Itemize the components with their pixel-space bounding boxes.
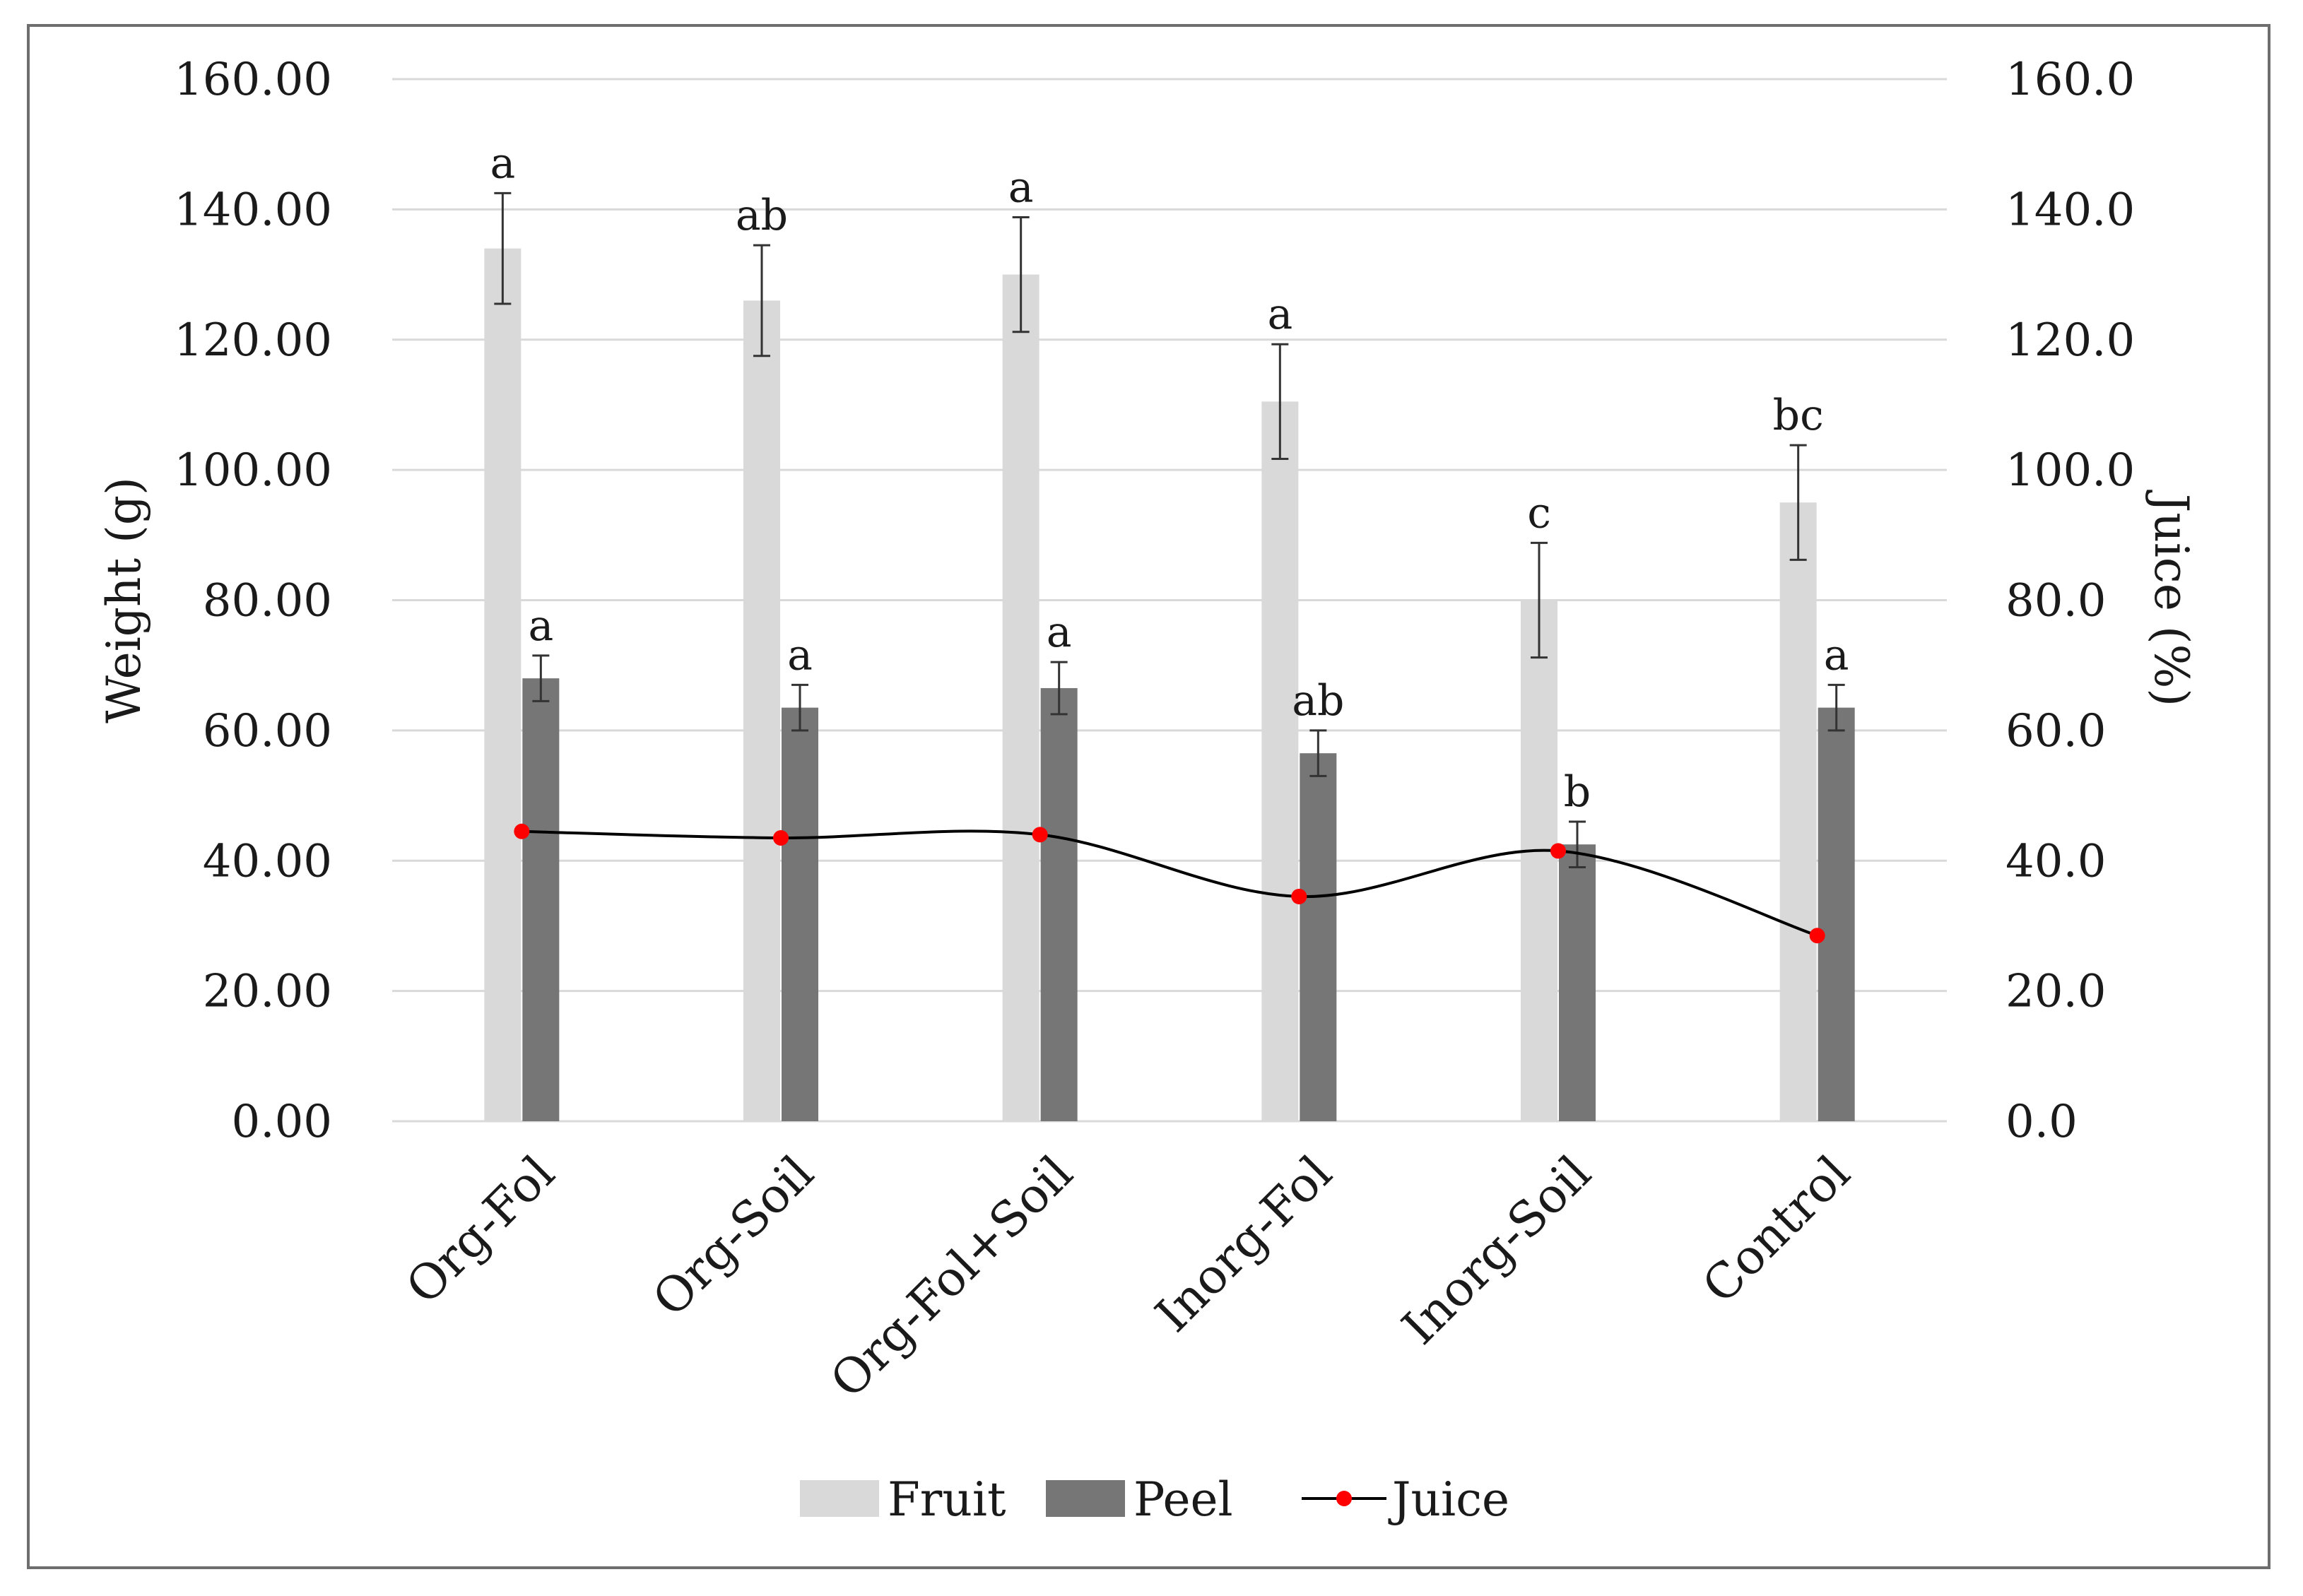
y-axis-title: Weight (g) (97, 477, 151, 723)
juice-point (1550, 843, 1566, 859)
y2-tick-label: 160.0 (2005, 54, 2135, 106)
y-tick-label: 60.00 (203, 705, 332, 757)
fruit-significance-letter: a (1008, 162, 1034, 212)
legend-swatch-peel (1046, 1480, 1125, 1517)
peel-significance-letter: a (1047, 608, 1072, 657)
peel-bar (1559, 844, 1596, 1121)
legend-swatch-fruit (800, 1480, 879, 1517)
legend-swatch-juice-marker (1336, 1491, 1352, 1506)
fruit-bar (1779, 502, 1817, 1121)
fruit-significance-letter: ab (736, 191, 788, 240)
y2-tick-label: 140.0 (2005, 184, 2135, 236)
peel-significance-letter: ab (1292, 676, 1344, 726)
y2-tick-label: 40.0 (2005, 835, 2107, 887)
peel-significance-letter: a (528, 601, 553, 651)
y-tick-label: 160.00 (174, 54, 332, 106)
line-layer (514, 823, 1825, 944)
x-category-label: Inorg-Soil (1392, 1145, 1602, 1355)
y-tick-label: 80.00 (203, 575, 332, 627)
fruit-bar (484, 248, 522, 1121)
y-tick-label: 120.00 (174, 314, 332, 367)
fruit-significance-letter: a (1267, 290, 1292, 339)
juice-line (522, 829, 1818, 938)
bars-layer (484, 248, 1855, 1121)
legend-label-juice: Juice (1388, 1472, 1509, 1527)
y2-axis-title: Juice (%) (2144, 490, 2198, 707)
fruit-significance-letter: a (490, 138, 515, 188)
peel-significance-letter: a (787, 630, 813, 680)
legend: Fruit Peel Juice (800, 1472, 1509, 1527)
juice-point (1032, 827, 1048, 843)
peel-bar (782, 707, 818, 1121)
peel-significance-letter: b (1564, 767, 1591, 817)
juice-point (1291, 888, 1307, 904)
y-tick-label: 40.00 (203, 835, 332, 887)
x-category-label: Control (1692, 1145, 1861, 1314)
y2-tick-label: 0.0 (2005, 1096, 2078, 1148)
fruit-bar (1002, 274, 1039, 1121)
peel-bar (1040, 687, 1078, 1121)
grid-layer (392, 78, 1947, 1123)
y-tick-label: 20.00 (203, 966, 332, 1018)
y2-tick-label: 60.0 (2005, 705, 2107, 757)
y2-tick-label: 120.0 (2005, 314, 2135, 367)
fruit-bar (1521, 600, 1557, 1121)
fruit-significance-letter: c (1527, 488, 1551, 538)
x-category-label: Inorg-Fol (1145, 1145, 1343, 1343)
y-tick-label: 100.00 (174, 444, 332, 497)
juice-point (773, 829, 789, 846)
y2-tick-label: 80.0 (2005, 575, 2107, 627)
fruit-bar (743, 300, 780, 1121)
juice-point (1809, 928, 1825, 944)
fruit-bar (1261, 401, 1299, 1121)
peel-bar (522, 678, 560, 1121)
fruit-significance-letter: bc (1773, 391, 1824, 440)
peel-bar (1300, 753, 1337, 1121)
y2-tick-label: 100.0 (2005, 444, 2135, 497)
legend-label-fruit: Fruit (888, 1472, 1006, 1527)
peel-bar (1818, 707, 1855, 1121)
x-category-label: Org-Fol+Soil (820, 1145, 1083, 1409)
y-tick-label: 0.00 (232, 1096, 333, 1148)
y2-tick-label: 20.0 (2005, 966, 2107, 1018)
chart-frame (27, 24, 2270, 1569)
errors-layer (494, 191, 1845, 868)
peel-significance-letter: a (1824, 630, 1849, 680)
x-category-label: Org-Fol (396, 1145, 565, 1315)
juice-point (514, 823, 530, 839)
legend-label-peel: Peel (1133, 1472, 1233, 1527)
y-tick-label: 140.00 (174, 184, 332, 236)
x-category-label: Org-Soil (642, 1145, 825, 1328)
